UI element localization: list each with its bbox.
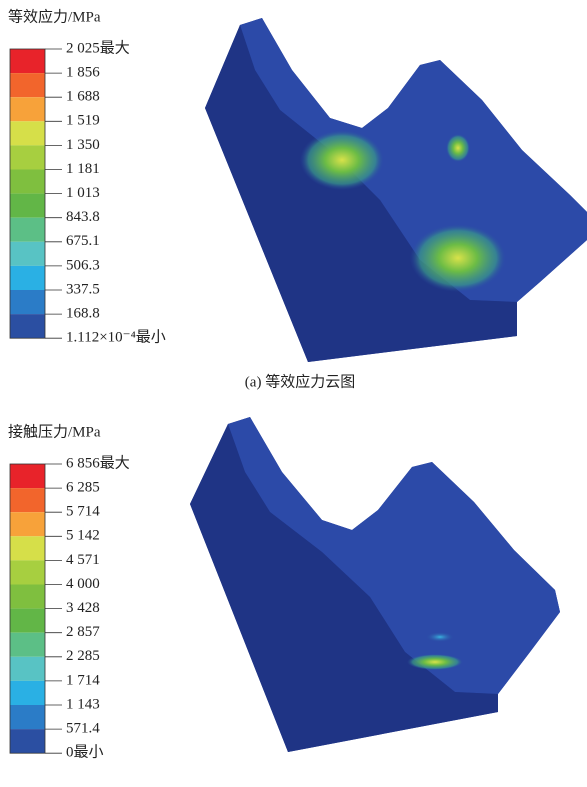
legend-label: 1 013 bbox=[66, 185, 100, 201]
legend-label: 1 714 bbox=[66, 672, 100, 688]
legend-label: 571.4 bbox=[66, 721, 100, 737]
legend-label: 168.8 bbox=[66, 306, 100, 322]
legend-swatch bbox=[10, 705, 45, 730]
legend-swatch bbox=[10, 169, 45, 194]
legend-swatch bbox=[10, 464, 45, 489]
legend-label: 2 285 bbox=[66, 648, 100, 664]
legend-swatch bbox=[10, 217, 45, 242]
gear-model bbox=[190, 417, 560, 752]
legend-title: 等效应力/MPa bbox=[8, 7, 101, 25]
legend-swatch bbox=[10, 560, 45, 585]
legend-swatch bbox=[10, 49, 45, 74]
legend-swatch bbox=[10, 290, 45, 315]
legend-swatch bbox=[10, 608, 45, 633]
legend-swatch bbox=[10, 536, 45, 561]
legend-label: 843.8 bbox=[66, 209, 100, 225]
legend-swatch bbox=[10, 265, 45, 290]
gear-face bbox=[228, 417, 560, 694]
legend-label: 4 571 bbox=[66, 552, 100, 568]
legend-label: 6 285 bbox=[66, 480, 100, 496]
legend-swatch bbox=[10, 145, 45, 170]
gear-face bbox=[240, 18, 587, 302]
legend-label: 0最小 bbox=[66, 744, 104, 761]
legend-label: 2 025最大 bbox=[66, 39, 130, 56]
pressure-patch bbox=[407, 654, 463, 670]
legend-swatch bbox=[10, 584, 45, 609]
legend-swatch bbox=[10, 512, 45, 537]
legend-label: 1.112×10⁻⁴最小 bbox=[66, 329, 166, 346]
legend-swatch bbox=[10, 632, 45, 657]
legend-swatch bbox=[10, 241, 45, 266]
legend-swatch bbox=[10, 680, 45, 705]
legend-label: 1 143 bbox=[66, 696, 100, 712]
legend-swatch bbox=[10, 121, 45, 146]
stress-patch bbox=[446, 134, 470, 162]
gear-model bbox=[205, 18, 587, 362]
legend-label: 5 142 bbox=[66, 528, 100, 544]
pressure-patch bbox=[426, 632, 454, 642]
legend-label: 1 350 bbox=[66, 137, 100, 153]
legend-swatch bbox=[10, 656, 45, 681]
legend-label: 1 856 bbox=[66, 65, 100, 81]
legend-label: 2 857 bbox=[66, 624, 100, 640]
legend-label: 5 714 bbox=[66, 504, 100, 520]
legend-label: 506.3 bbox=[66, 257, 100, 273]
legend-label: 675.1 bbox=[66, 233, 100, 249]
gear-side bbox=[190, 424, 498, 752]
legend-label: 1 181 bbox=[66, 161, 100, 177]
stress-patch bbox=[300, 130, 384, 190]
legend-swatch bbox=[10, 193, 45, 218]
legend-label: 3 428 bbox=[66, 600, 100, 616]
stress-patch bbox=[410, 224, 506, 292]
legend-label: 1 519 bbox=[66, 113, 100, 129]
legend-label: 1 688 bbox=[66, 89, 100, 105]
legend-swatch bbox=[10, 729, 45, 754]
legend-label: 4 000 bbox=[66, 576, 100, 592]
legend-label: 337.5 bbox=[66, 281, 100, 297]
legend-swatch bbox=[10, 97, 45, 122]
legend-swatch bbox=[10, 314, 45, 339]
caption: (a) 等效应力云图 bbox=[245, 372, 355, 390]
legend-swatch bbox=[10, 488, 45, 513]
legend-label: 6 856最大 bbox=[66, 454, 130, 471]
legend-swatch bbox=[10, 73, 45, 98]
legend-title: 接触压力/MPa bbox=[8, 423, 101, 440]
